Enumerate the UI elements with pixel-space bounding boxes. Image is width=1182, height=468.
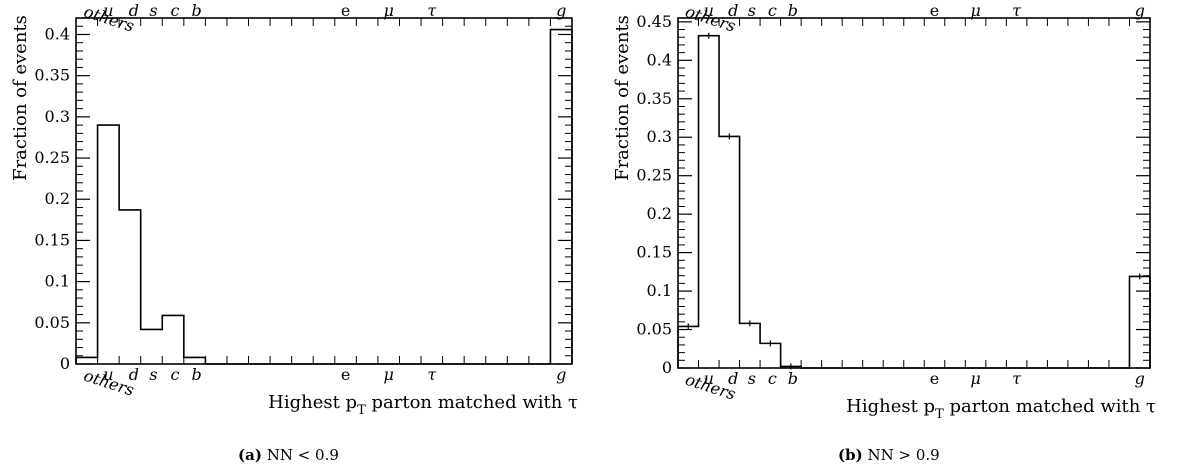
y-tick-label: 0.1 bbox=[45, 272, 70, 291]
y-tick-label: 0.05 bbox=[636, 320, 672, 339]
y-tick-label: 0.3 bbox=[45, 107, 70, 126]
top-label-s: s bbox=[748, 1, 756, 20]
bottom-label-b: b bbox=[788, 369, 798, 388]
plot-frame bbox=[75, 17, 573, 365]
y-tick-label: 0.05 bbox=[34, 313, 70, 332]
top-label-μ: μ bbox=[970, 1, 980, 20]
y-tick-label: 0.2 bbox=[647, 204, 672, 223]
top-label-τ: τ bbox=[1012, 1, 1022, 20]
bottom-label-c: c bbox=[768, 369, 777, 388]
top-label-μ: μ bbox=[383, 1, 393, 20]
bar-d bbox=[119, 210, 141, 364]
top-label-u: u bbox=[103, 1, 113, 20]
top-label-d: d bbox=[728, 1, 738, 20]
bar-b bbox=[184, 357, 206, 364]
x-axis-title: Highest pT parton matched with τ bbox=[846, 396, 1156, 422]
top-label-d: d bbox=[129, 1, 139, 20]
y-tick-label: 0.15 bbox=[636, 243, 672, 262]
caption-a-text: NN < 0.9 bbox=[266, 446, 339, 464]
bar-c bbox=[760, 343, 781, 368]
plot-frame bbox=[677, 17, 1151, 369]
bottom-label-c: c bbox=[171, 365, 180, 384]
top-label-c: c bbox=[768, 1, 777, 20]
top-label-e: e bbox=[341, 1, 350, 20]
caption-b-text: NN > 0.9 bbox=[867, 446, 940, 464]
top-label-g: g bbox=[1135, 1, 1145, 20]
caption-a: (a) NN < 0.9 bbox=[238, 446, 339, 464]
y-tick-label: 0.35 bbox=[636, 89, 672, 108]
bar-d bbox=[719, 136, 740, 368]
y-tick-label: 0.2 bbox=[45, 189, 70, 208]
y-tick-label: 0.1 bbox=[647, 281, 672, 300]
top-label-e: e bbox=[930, 1, 939, 20]
bottom-label-e: e bbox=[341, 365, 350, 384]
y-tick-label: 0.4 bbox=[647, 50, 672, 69]
bar-others bbox=[76, 357, 98, 364]
bottom-label-u: u bbox=[103, 365, 113, 384]
y-tick-label: 0 bbox=[60, 354, 70, 373]
y-tick-label: 0.15 bbox=[34, 230, 70, 249]
y-tick-label: 0.25 bbox=[34, 148, 70, 167]
chart-b: 00.050.10.150.20.250.30.350.40.45 othersu… bbox=[612, 1, 1156, 422]
bottom-label-s: s bbox=[149, 365, 157, 384]
caption-b-label: (b) bbox=[838, 446, 863, 464]
top-label-b: b bbox=[191, 1, 201, 20]
caption-a-label: (a) bbox=[238, 446, 262, 464]
top-label-τ: τ bbox=[427, 1, 437, 20]
histogram-outline bbox=[677, 34, 1151, 369]
top-label-g: g bbox=[556, 1, 566, 20]
y-tick-label: 0.35 bbox=[34, 66, 70, 85]
top-label-c: c bbox=[171, 1, 180, 20]
y-axis-title: Fraction of events bbox=[10, 15, 31, 181]
y-tick-label: 0 bbox=[662, 358, 672, 377]
top-label-u: u bbox=[704, 1, 714, 20]
bar-s bbox=[740, 323, 761, 368]
bar-g bbox=[550, 30, 572, 364]
bar-u bbox=[98, 125, 120, 364]
bottom-label-g: g bbox=[1135, 369, 1145, 388]
caption-b: (b) NN > 0.9 bbox=[838, 446, 940, 464]
top-label-s: s bbox=[149, 1, 157, 20]
bottom-label-μ: μ bbox=[383, 365, 393, 384]
bottom-label-g: g bbox=[556, 365, 566, 384]
top-label-b: b bbox=[788, 1, 798, 20]
bottom-label-τ: τ bbox=[1012, 369, 1022, 388]
bottom-label-u: u bbox=[704, 369, 714, 388]
x-axis-title: Highest pT parton matched with τ bbox=[268, 392, 578, 418]
y-tick-label: 0.4 bbox=[45, 24, 70, 43]
bottom-label-τ: τ bbox=[427, 365, 437, 384]
bar-s bbox=[141, 329, 163, 364]
bar-others bbox=[678, 326, 699, 368]
bottom-label-b: b bbox=[191, 365, 201, 384]
bottom-label-d: d bbox=[728, 369, 738, 388]
y-tick-label: 0.25 bbox=[636, 166, 672, 185]
y-axis-title: Fraction of events bbox=[612, 15, 633, 181]
histogram-outline bbox=[75, 28, 573, 365]
bottom-label-s: s bbox=[748, 369, 756, 388]
y-tick-label: 0.45 bbox=[636, 12, 672, 31]
bottom-label-d: d bbox=[129, 365, 139, 384]
bar-c bbox=[162, 315, 184, 364]
bottom-label-μ: μ bbox=[970, 369, 980, 388]
bottom-label-e: e bbox=[930, 369, 939, 388]
y-tick-label: 0.3 bbox=[647, 127, 672, 146]
bar-u bbox=[699, 36, 720, 368]
